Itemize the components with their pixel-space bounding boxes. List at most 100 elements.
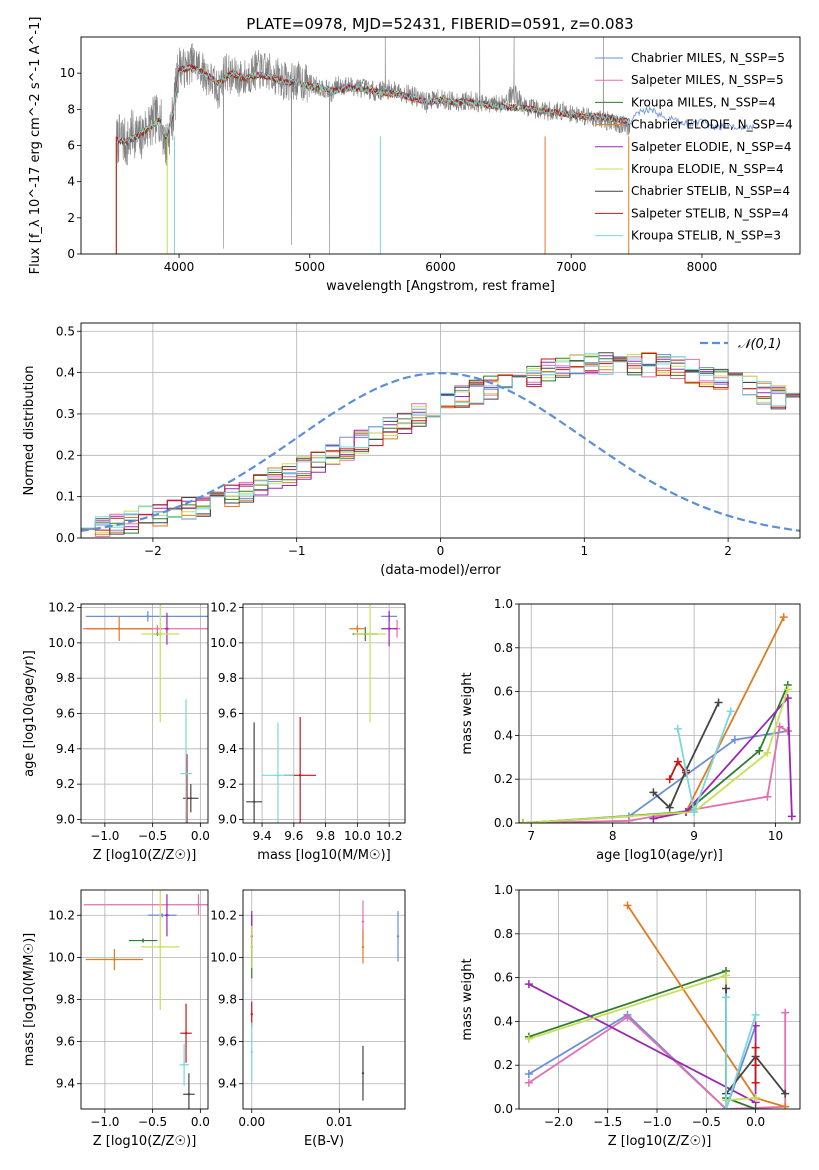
- mass-vs-Z-panel: −1.0 −0.5 0.0 9.4 9.6 9.8 10.0 10.2 Z [log10(Z/Z…: [22, 889, 210, 1149]
- x-tick-label: 10: [768, 829, 783, 843]
- data-point: [250, 1050, 253, 1054]
- y-tick-label: 4: [67, 175, 75, 189]
- y-tick-label: 0.6: [494, 685, 513, 699]
- plus-marker: [751, 1061, 760, 1070]
- data-point: [184, 1031, 188, 1035]
- legend-label: Kroupa STELIB, N_SSP=3: [631, 229, 781, 243]
- x-tick-label: 0.0: [191, 1115, 210, 1129]
- spectrum-plot-area: [115, 37, 755, 254]
- y-tick-label: 9.8: [56, 993, 75, 1007]
- y-tick-label: 0.4: [494, 1014, 513, 1028]
- plus-marker: [779, 613, 788, 622]
- y-tick-label: 10.0: [48, 636, 75, 650]
- plus-marker: [781, 1008, 790, 1017]
- y-axis-label: mass [log10(M/M☉)]: [22, 933, 37, 1066]
- data-point: [276, 774, 280, 777]
- x-tick-label: 1: [580, 544, 588, 558]
- plus-marker: [673, 757, 682, 766]
- plus-marker: [690, 808, 699, 817]
- age-vs-mass-plot-area: [246, 604, 401, 823]
- series-line: [523, 689, 789, 823]
- y-tick-label: 2: [67, 211, 75, 225]
- plus-marker: [649, 788, 658, 797]
- y-tick-label: 9.4: [56, 742, 75, 756]
- series-line: [725, 997, 757, 1109]
- y-tick-label: 10.2: [210, 908, 237, 922]
- data-point: [156, 627, 159, 630]
- x-tick-label: 8: [609, 829, 617, 843]
- data-point: [187, 1093, 191, 1096]
- mass-weight-vs-age-panel: 7 8 9 10 0.0 0.2 0.4 0.6 0.8 1.0 age [log10(age/yr…: [460, 597, 801, 863]
- plus-marker: [722, 993, 731, 1002]
- legend-label: Kroupa MILES, N_SSP=4: [631, 95, 776, 109]
- plus-marker: [665, 803, 674, 812]
- legend-label: Chabrier MILES, N_SSP=5: [631, 51, 785, 65]
- x-axis-label: wavelength [Angstrom, rest frame]: [326, 279, 555, 294]
- plus-marker: [524, 1078, 533, 1087]
- plus-marker: [751, 1043, 760, 1052]
- y-axis-label: Normed distribution: [22, 366, 37, 496]
- x-axis-label: Z [log10(Z/Z☉)]: [93, 848, 197, 863]
- y-tick-label: 9.0: [218, 812, 237, 826]
- x-tick-label: 10.2: [376, 829, 403, 843]
- y-axis-label: Flux [f_λ 10^-17 erg cm^-2 s^-1 A^-1]: [28, 17, 43, 275]
- plus-marker: [781, 1089, 790, 1098]
- data-point: [361, 1072, 365, 1075]
- plus-marker: [524, 980, 533, 989]
- data-point: [356, 627, 359, 630]
- y-tick-label: 10: [60, 66, 75, 80]
- figure-title: PLATE=0978, MJD=52431, FIBERID=0591, z=0…: [246, 15, 633, 33]
- x-tick-label: −2.0: [544, 1115, 573, 1129]
- x-tick-label: 9.8: [316, 829, 335, 843]
- data-point: [250, 945, 253, 949]
- y-tick-label: 10.0: [210, 950, 237, 964]
- x-tick-label: 0.01: [326, 1115, 353, 1129]
- plus-marker: [755, 746, 764, 755]
- x-tick-label: −1.5: [593, 1115, 622, 1129]
- x-axis-label: E(B-V): [304, 1134, 344, 1149]
- series-line: [685, 616, 785, 813]
- y-tick-label: 0: [67, 247, 75, 261]
- data-point: [368, 632, 372, 636]
- mass-vs-EBV-panel: 0.00 0.01 9.4 9.6 9.8 10.0 10.2 E(B-V): [210, 889, 406, 1149]
- data-point: [396, 935, 400, 938]
- y-tick-label: 0.2: [494, 772, 513, 786]
- mass-weight-vs-Z-plot-area: [524, 901, 790, 1109]
- plus-marker: [722, 1105, 731, 1109]
- data-point: [165, 914, 169, 917]
- y-tick-label: 0.0: [494, 1102, 513, 1116]
- y-tick-label: 10.2: [48, 601, 75, 615]
- age-vs-mass-panel: 9.4 9.6 9.8 10.0 10.2 9.0 9.2 9.4 9.6 9.8 10.0 10.2…: [210, 601, 406, 863]
- series-line: [652, 702, 720, 810]
- y-tick-label: 0.6: [494, 971, 513, 985]
- data-point: [113, 958, 116, 961]
- x-tick-label: 8000: [687, 260, 718, 274]
- data-point: [361, 920, 365, 923]
- x-tick-label: 9: [690, 829, 698, 843]
- y-tick-label: 10.0: [48, 950, 75, 964]
- y-tick-label: 9.6: [218, 1035, 237, 1049]
- x-tick-label: −2: [144, 544, 162, 558]
- x-tick-label: −0.5: [138, 1115, 167, 1129]
- y-tick-label: 9.8: [218, 671, 237, 685]
- legend-label: 𝒩(0,1): [738, 337, 781, 352]
- plus-marker: [524, 1034, 533, 1043]
- data-point: [159, 945, 162, 949]
- x-tick-label: 10.0: [344, 829, 371, 843]
- x-tick-label: 0.00: [238, 1115, 265, 1129]
- plus-marker: [623, 1013, 632, 1022]
- y-tick-label: 9.4: [218, 1077, 237, 1091]
- x-axis-label: mass [log10(M/M☉)]: [257, 848, 390, 863]
- x-tick-label: 9.4: [253, 829, 272, 843]
- y-tick-label: 0.1: [56, 490, 75, 504]
- y-tick-label: 0.0: [56, 531, 75, 545]
- x-tick-label: −0.5: [692, 1115, 721, 1129]
- y-tick-label: 0.2: [56, 448, 75, 462]
- data-point: [298, 774, 302, 777]
- y-axis-label: mass weight: [460, 958, 475, 1040]
- plus-marker: [775, 722, 784, 731]
- y-tick-label: 0.2: [494, 1058, 513, 1072]
- data-point: [197, 903, 200, 906]
- x-tick-label: −1: [288, 544, 306, 558]
